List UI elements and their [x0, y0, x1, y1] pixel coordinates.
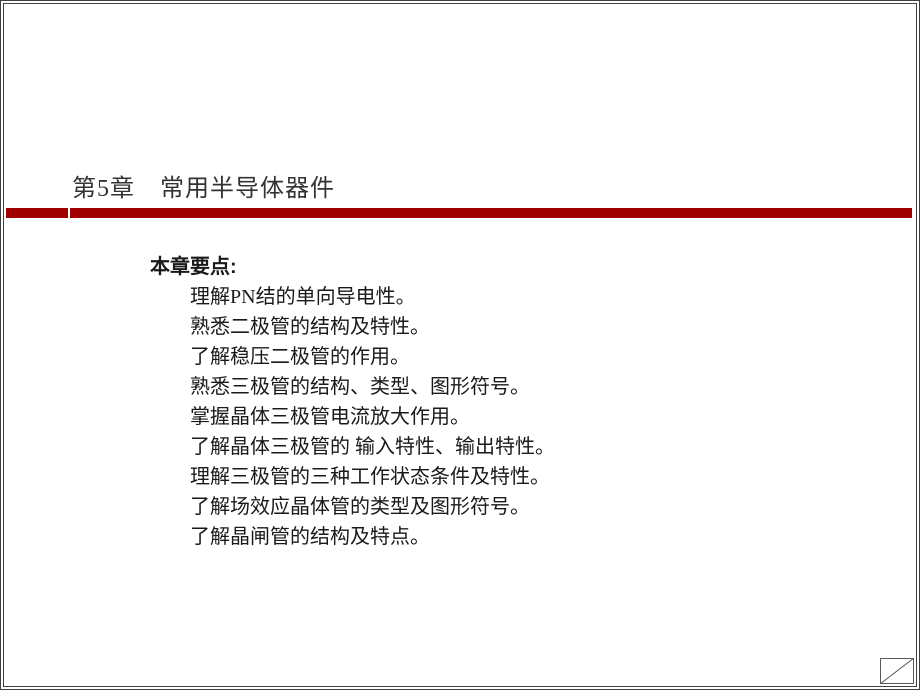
keypoints-item: 了解场效应晶体管的类型及图形符号。 [150, 492, 555, 522]
keypoints-item: 熟悉二极管的结构及特性。 [150, 312, 555, 342]
keypoints-item: 了解晶体三极管的 输入特性、输出特性。 [150, 432, 555, 462]
keypoints-heading: 本章要点: [150, 252, 555, 282]
keypoints-item: 了解稳压二极管的作用。 [150, 342, 555, 372]
title-rule-right [70, 208, 912, 218]
keypoints-item: 熟悉三极管的结构、类型、图形符号。 [150, 372, 555, 402]
chapter-title: 第5章 常用半导体器件 [72, 168, 335, 203]
keypoints-item: 掌握晶体三极管电流放大作用。 [150, 402, 555, 432]
keypoints-item: 了解晶闸管的结构及特点。 [150, 522, 555, 552]
keypoints-item: 理解三极管的三种工作状态条件及特性。 [150, 462, 555, 492]
keypoints-item: 理解PN结的单向导电性。 [150, 282, 555, 312]
keypoints-block: 本章要点: 理解PN结的单向导电性。 熟悉二极管的结构及特性。 了解稳压二极管的… [150, 252, 555, 552]
slide-corner-resize-box [880, 658, 914, 684]
title-rule-left [6, 208, 68, 218]
